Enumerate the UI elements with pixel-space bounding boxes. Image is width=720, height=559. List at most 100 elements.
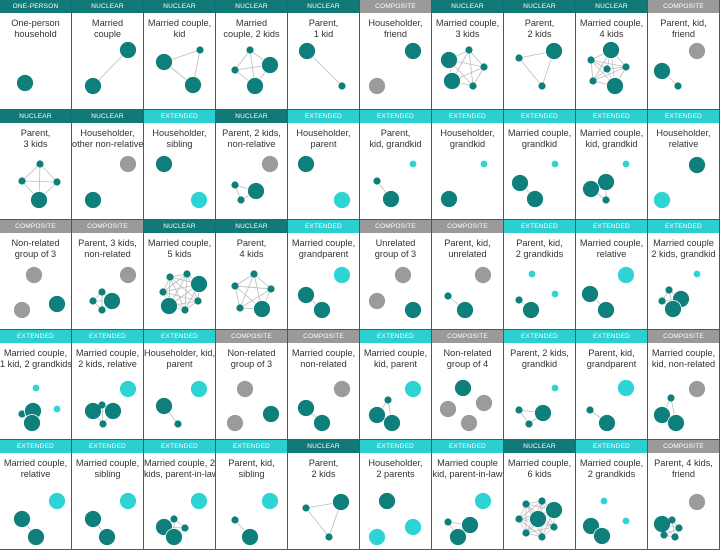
household-label-line: Parent, xyxy=(380,128,411,138)
household-label: Married couple, relative xyxy=(576,238,647,260)
household-label-line: Married couple, xyxy=(363,348,428,358)
household-label-line: Parent, 4 kids, xyxy=(654,458,713,468)
family-member-node xyxy=(449,528,467,546)
family-member-node xyxy=(664,300,682,318)
household-label-line: Parent, xyxy=(308,458,339,468)
child-node xyxy=(671,533,679,541)
family-member-node xyxy=(456,301,474,319)
household-label-line: group of 3 xyxy=(14,249,57,259)
household-network xyxy=(368,380,422,432)
non-relative-node xyxy=(25,266,43,284)
family-member-node xyxy=(155,397,173,415)
household-label-line: non-relative xyxy=(227,139,276,149)
household-label: Married couple, 1 kid, 2 grandkids xyxy=(0,348,71,370)
category-badge: EXTENDED xyxy=(576,220,647,233)
family-link xyxy=(234,273,255,287)
household-label-line: couple, 2 kids xyxy=(223,29,280,39)
non-relative-node xyxy=(119,155,137,173)
household-card: EXTENDED Householder, parent xyxy=(288,110,360,220)
category-badge: COMPOSITE xyxy=(360,0,431,13)
household-label: Parent, 3 kids, non-related xyxy=(72,238,143,260)
household-label: Married couple 2 kids, grandkid xyxy=(648,238,719,260)
household-card: COMPOSITE Married couple, non-related xyxy=(288,330,360,440)
household-label-line: Married couple xyxy=(653,238,714,248)
household-card: COMPOSITE Householder, friend xyxy=(360,0,432,110)
household-label-line: Married couple, xyxy=(579,18,644,28)
family-member-node xyxy=(534,404,552,422)
family-member-node xyxy=(160,297,178,315)
category-badge: EXTENDED xyxy=(216,440,287,453)
household-network xyxy=(582,497,630,545)
household-card: NUCLEAR Parent, 2 kids xyxy=(504,0,576,110)
household-network xyxy=(13,266,66,319)
household-label-line: Married xyxy=(91,18,124,28)
household-card: NUCLEAR Householder, other non-relative xyxy=(72,110,144,220)
household-network xyxy=(444,492,492,546)
child-node xyxy=(525,420,533,428)
family-member-node xyxy=(84,77,102,95)
household-label-line: kid, grandkid xyxy=(585,139,638,149)
child-node xyxy=(98,288,106,296)
household-card: NUCLEAR Married couple, 4 kids xyxy=(576,0,648,110)
household-card: COMPOSITE Parent, kid, unrelated xyxy=(432,220,504,330)
household-card: NUCLEAR Married couple, kid xyxy=(144,0,216,110)
household-label: Married couple, 6 kids xyxy=(504,458,575,480)
child-node xyxy=(480,63,488,71)
household-label-line: 2 parents xyxy=(376,469,415,479)
household-network xyxy=(231,46,279,95)
household-label-line: Parent, 2 kids, xyxy=(222,128,281,138)
child-node xyxy=(668,516,676,524)
grandchild-node xyxy=(409,160,417,168)
household-card: EXTENDED Married couple, kid, parent xyxy=(360,330,432,440)
household-card: EXTENDED Householder, relative xyxy=(648,110,720,220)
relative-node xyxy=(368,528,386,546)
household-label-line: Householder, xyxy=(368,18,423,28)
grandchild-node xyxy=(32,384,40,392)
category-badge: NUCLEAR xyxy=(72,0,143,13)
household-card: COMPOSITE Parent, 3 kids, non-related xyxy=(72,220,144,330)
household-label: Married couple, grandkid xyxy=(504,128,575,150)
relative-node xyxy=(617,379,635,397)
household-label-line: Parent, xyxy=(524,18,555,28)
child-node xyxy=(587,56,595,64)
family-member-node xyxy=(261,56,279,74)
relative-node xyxy=(190,380,208,398)
household-network xyxy=(515,384,559,428)
household-label-line: Married couple, xyxy=(435,18,500,28)
household-label: Parent, kid, 2 grandkids xyxy=(504,238,575,260)
grandchild-node xyxy=(622,517,630,525)
household-card: NUCLEAR Parent, 2 kids xyxy=(288,440,360,550)
household-card: EXTENDED Parent, 2 kids, grandkid xyxy=(504,330,576,440)
household-label-line: 1 kid xyxy=(313,29,334,39)
family-member-node xyxy=(653,406,671,424)
household-card: NUCLEAR Married couple, 6 kids xyxy=(504,440,576,550)
household-label-line: Married couple, xyxy=(579,458,644,468)
household-network xyxy=(231,155,279,204)
household-label: Householder, friend xyxy=(360,18,431,40)
household-network xyxy=(653,156,706,209)
household-label: Married couple, non-related xyxy=(288,348,359,370)
family-member-node xyxy=(48,295,66,313)
family-link xyxy=(184,273,188,311)
relative-node xyxy=(190,191,208,209)
child-node xyxy=(236,304,244,312)
non-relative-node xyxy=(394,266,412,284)
household-label: Parent, 2 kids, non-relative xyxy=(216,128,287,150)
household-label: Non-related group of 3 xyxy=(216,348,287,370)
family-member-node xyxy=(602,41,620,59)
family-link xyxy=(518,500,543,520)
household-card: EXTENDED Householder, kid, parent xyxy=(144,330,216,440)
family-link xyxy=(162,273,188,293)
grandchild-node xyxy=(53,405,61,413)
category-badge: NUCLEAR xyxy=(432,0,503,13)
household-label: Married couple, 2 kids xyxy=(216,18,287,40)
household-label-line: 4 kids xyxy=(239,249,264,259)
household-label-line: Married couple, xyxy=(3,458,68,468)
household-label-line: couple xyxy=(93,29,122,39)
household-card: EXTENDED Married couple, relative xyxy=(576,220,648,330)
household-network xyxy=(440,46,488,90)
household-card: EXTENDED Married couple, 2 kids, relative xyxy=(72,330,144,440)
household-label-line: 2 grandkids xyxy=(515,249,564,259)
category-badge: EXTENDED xyxy=(144,440,215,453)
family-link xyxy=(234,49,251,71)
